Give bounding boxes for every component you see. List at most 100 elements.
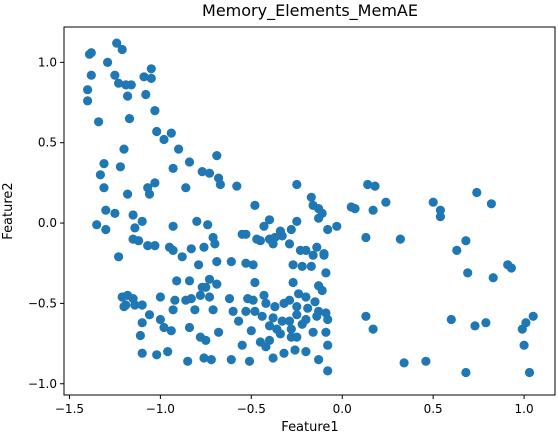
scatter-point-17	[150, 106, 160, 116]
scatter-point-80	[130, 223, 140, 233]
scatter-point-210	[137, 348, 147, 358]
scatter-point-207	[279, 348, 289, 358]
scatter-point-73	[332, 221, 342, 231]
scatter-point-112	[288, 260, 298, 270]
scatter-point-198	[275, 329, 285, 339]
scatter-point-15	[123, 91, 133, 101]
scatter-point-23	[119, 144, 129, 154]
scatter-point-171	[119, 302, 129, 312]
x-tick-label: 0.5	[424, 402, 443, 416]
scatter-point-178	[264, 321, 275, 331]
scatter-point-192	[166, 326, 176, 336]
scatter-point-214	[199, 353, 209, 363]
x-tick-label: 0.0	[333, 402, 352, 416]
scatter-point-37	[144, 189, 155, 199]
scatter-point-126	[197, 282, 207, 292]
scatter-point-84	[150, 241, 160, 251]
scatter-point-72	[323, 224, 333, 235]
scatter-point-211	[152, 350, 162, 360]
scatter-point-122	[184, 276, 195, 286]
scatter-point-50	[368, 205, 378, 215]
scatter-point-117	[463, 268, 473, 278]
scatter-point-16	[141, 89, 151, 100]
scatter-point-106	[177, 252, 187, 262]
scatter-point-54	[435, 212, 445, 222]
scatter-point-215	[206, 355, 216, 365]
scatter-point-74	[361, 232, 371, 243]
scatter-point-5	[86, 70, 96, 80]
scatter-point-21	[159, 134, 169, 145]
scatter-point-51	[381, 197, 391, 207]
scatter-point-97	[270, 232, 280, 243]
scatter-point-56	[486, 199, 496, 209]
scatter-point-182	[323, 314, 333, 325]
scatter-point-33	[99, 183, 109, 193]
scatter-point-158	[312, 311, 322, 321]
scatter-point-140	[130, 300, 140, 310]
scatter-point-203	[323, 340, 333, 350]
scatter-point-18	[124, 114, 135, 124]
scatter-point-111	[248, 260, 258, 270]
scatter-point-170	[155, 314, 165, 325]
scatter-point-1	[86, 48, 96, 58]
scatter-point-47	[370, 181, 380, 191]
scatter-point-82	[143, 241, 153, 251]
scatter-point-154	[292, 302, 302, 312]
scatter-point-36	[150, 178, 160, 188]
scatter-point-217	[244, 356, 255, 366]
scatter-point-26	[212, 151, 222, 161]
scatter-point-32	[95, 170, 105, 180]
scatter-point-190	[528, 311, 538, 321]
scatter-point-131	[317, 285, 327, 296]
scatter-point-169	[168, 305, 178, 315]
scatter-point-202	[321, 327, 331, 337]
scatter-point-186	[470, 321, 480, 331]
scatter-point-143	[170, 295, 180, 305]
scatter-point-209	[301, 347, 311, 357]
scatter-point-19	[94, 117, 104, 127]
scatter-point-201	[308, 327, 318, 337]
axes-frame	[63, 26, 556, 396]
scatter-point-107	[194, 260, 204, 270]
scatter-point-31	[204, 168, 215, 178]
scatter-point-146	[195, 290, 205, 300]
scatter-point-128	[259, 290, 269, 300]
scatter-point-3	[117, 44, 127, 55]
scatter-point-195	[214, 327, 224, 337]
scatter-point-20	[152, 126, 162, 137]
scatter-point-105	[114, 252, 124, 262]
scatter-point-196	[246, 326, 256, 336]
scatter-point-65	[264, 215, 275, 225]
scatter-point-24	[174, 144, 184, 154]
scatter-point-27	[99, 159, 109, 169]
scatter-point-77	[461, 236, 471, 246]
x-tick-label: −1.0	[146, 402, 175, 416]
scatter-point-213	[183, 356, 193, 366]
scatter-point-219	[314, 355, 324, 365]
scatter-point-59	[128, 210, 138, 220]
scatter-point-60	[137, 216, 147, 226]
scatter-point-4	[103, 57, 113, 67]
scatter-point-194	[201, 335, 211, 345]
scatter-point-43	[306, 192, 316, 202]
scatter-point-53	[435, 205, 445, 215]
scatter-point-141	[137, 300, 147, 310]
scatter-point-120	[506, 263, 516, 273]
scatter-point-87	[186, 244, 196, 254]
scatter-point-109	[226, 257, 236, 267]
scatter-point-161	[284, 316, 295, 326]
scatter-point-204	[237, 340, 247, 350]
scatter-point-63	[203, 220, 213, 230]
y-tick-label: −1.0	[28, 377, 57, 391]
scatter-point-75	[395, 234, 405, 244]
scatter-point-28	[115, 162, 125, 172]
scatter-point-172	[144, 310, 155, 320]
scatter-point-69	[292, 216, 302, 226]
scatter-point-176	[234, 316, 244, 326]
scatter-point-134	[301, 292, 311, 302]
chart-title: Memory_Elements_MemAE	[202, 1, 418, 21]
scatter-point-35	[123, 189, 133, 199]
scatter-point-150	[248, 295, 258, 305]
scatter-point-104	[308, 250, 318, 260]
